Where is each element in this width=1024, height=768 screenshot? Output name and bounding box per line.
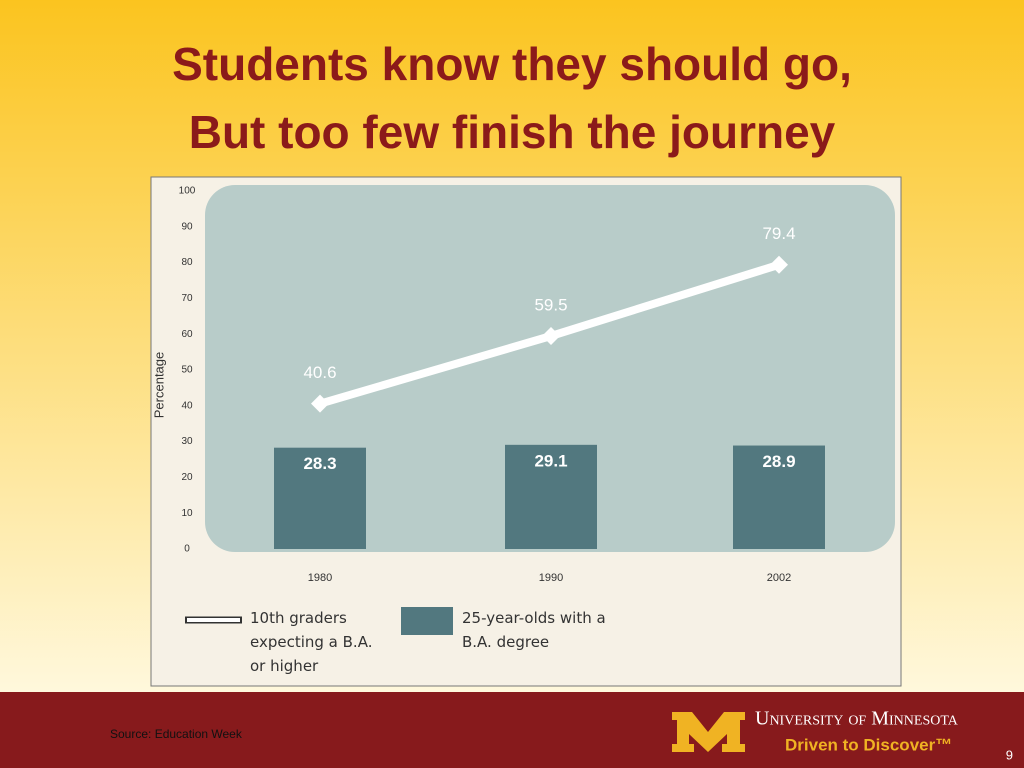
data-label: 59.5: [534, 295, 567, 314]
source: Source: Education Week: [110, 727, 243, 741]
legend-label: 10th graders expecting a B.A. or higher: [250, 609, 373, 675]
x-tick-label: 1980: [308, 572, 332, 584]
legend-label: 25-year-olds with a B.A. degree: [462, 609, 606, 651]
y-tick-label: 60: [181, 329, 193, 340]
footer-band: [0, 692, 1024, 768]
y-tick-label: 100: [179, 186, 196, 197]
line-marker: [770, 255, 788, 274]
logo-name: University of Minnesota: [755, 708, 959, 730]
page-number: 9: [1006, 747, 1013, 762]
y-tick-label: 70: [181, 293, 193, 304]
y-tick-label: 80: [181, 257, 193, 268]
y-tick-label: 50: [181, 365, 193, 376]
line-marker: [311, 394, 329, 413]
bar: [733, 445, 825, 549]
line-marker: [542, 326, 560, 345]
logo-mark: [672, 712, 745, 752]
bar: [274, 447, 366, 549]
x-tick-label: 2002: [767, 572, 791, 584]
bar: [505, 444, 597, 549]
legend-bar-icon: [401, 607, 453, 635]
title-line: But too few finish the journey: [189, 106, 836, 158]
x-tick-label: 1990: [539, 572, 563, 584]
y-tick-label: 20: [181, 472, 193, 483]
y-tick-label: 40: [181, 400, 193, 411]
data-label: 79.4: [762, 224, 795, 243]
y-tick-label: 0: [184, 544, 190, 555]
logo-tagline: Driven to Discover™: [785, 735, 952, 754]
data-label: 29.1: [534, 451, 567, 470]
data-label: 28.3: [303, 454, 336, 473]
plot-panel: [205, 185, 895, 552]
data-label: 28.9: [762, 452, 795, 471]
y-tick-label: 10: [181, 508, 193, 519]
title-line: Students know they should go,: [172, 38, 852, 90]
y-axis-title: Percentage: [151, 352, 166, 419]
y-tick-label: 90: [181, 221, 193, 232]
data-label: 40.6: [303, 363, 336, 382]
y-tick-label: 30: [181, 436, 193, 447]
